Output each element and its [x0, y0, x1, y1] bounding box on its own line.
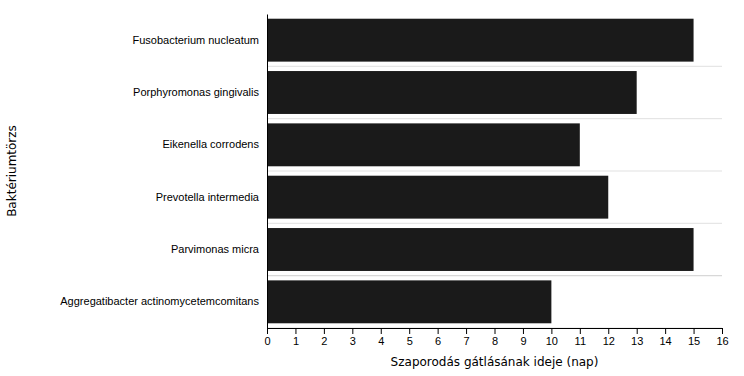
bar	[267, 228, 694, 271]
y-tick: Parvimonas micra	[171, 243, 260, 255]
x-tick: 0	[264, 328, 270, 347]
y-tick-label: Porphyromonas gingivalis	[133, 86, 259, 98]
x-tick: 12	[603, 328, 615, 347]
x-tick-mark	[694, 328, 695, 334]
y-tick: Fusobacterium nucleatum	[132, 34, 259, 46]
separator-line	[267, 275, 722, 276]
separator-line	[267, 171, 722, 172]
x-tick-label: 14	[660, 335, 672, 347]
x-tick-label: 3	[350, 335, 356, 347]
x-tick-mark	[409, 328, 410, 334]
x-tick-mark	[495, 328, 496, 334]
separators	[267, 66, 722, 328]
bar	[267, 71, 637, 114]
bar	[267, 123, 580, 166]
x-tick-mark	[608, 328, 609, 334]
x-tick-label: 5	[407, 335, 413, 347]
x-tick: 2	[321, 328, 327, 347]
x-axis-line	[268, 329, 723, 335]
bar	[267, 19, 694, 62]
x-tick-label: 2	[321, 335, 327, 347]
x-tick-mark	[523, 328, 524, 334]
y-tick-label: Eikenella corrodens	[162, 138, 259, 150]
y-axis: Aggregatibacter actinomycetemcomitans Par…	[60, 15, 267, 329]
bars	[267, 19, 694, 324]
x-tick: 4	[378, 328, 384, 347]
separator-line	[267, 275, 722, 276]
x-tick-mark	[722, 328, 723, 334]
y-tick: Aggregatibacter actinomycetemcomitans	[60, 295, 259, 307]
x-tick-mark	[267, 328, 268, 334]
y-axis-title: Baktériumtörzs	[5, 125, 19, 217]
x-tick-label: 7	[464, 335, 470, 347]
x-tick: 8	[492, 328, 498, 347]
x-tick: 13	[631, 328, 643, 347]
x-tick-mark	[466, 328, 467, 334]
y-axis-line	[267, 15, 268, 329]
x-tick: 15	[688, 328, 700, 347]
x-tick: 10	[546, 328, 558, 347]
x-tick-mark	[295, 328, 296, 334]
x-tick: 3	[350, 328, 356, 347]
x-tick-label: 11	[575, 335, 586, 347]
y-tick-label: Aggregatibacter actinomycetemcomitans	[60, 295, 259, 307]
x-tick: 9	[520, 328, 526, 347]
x-tick-label: 1	[293, 335, 299, 347]
chart-svg: 012345678910111213141516Aggregatibacter …	[0, 0, 744, 376]
x-tick-mark	[551, 328, 552, 334]
x-tick-label: 12	[603, 335, 615, 347]
separator-line	[267, 118, 722, 119]
separator-line	[267, 66, 722, 67]
x-tick: 14	[660, 328, 672, 347]
x-tick-mark	[352, 328, 353, 334]
x-tick: 7	[464, 328, 470, 347]
y-tick: Eikenella corrodens	[162, 138, 259, 150]
x-tick: 16	[716, 328, 728, 347]
x-tick-label: 6	[435, 335, 441, 347]
chart-container: 012345678910111213141516Aggregatibacter …	[0, 0, 744, 376]
separator-line	[267, 223, 722, 224]
x-tick: 6	[435, 328, 441, 347]
x-tick-mark	[324, 328, 325, 334]
x-tick-label: 8	[492, 335, 498, 347]
x-tick-label: 9	[520, 335, 526, 347]
x-tick-mark	[438, 328, 439, 334]
x-tick: 11	[575, 328, 586, 347]
x-tick-mark	[637, 328, 638, 334]
x-tick-mark	[665, 328, 666, 334]
x-tick-label: 16	[716, 335, 728, 347]
x-tick: 5	[407, 328, 413, 347]
x-tick-mark	[381, 328, 382, 334]
x-tick-label: 15	[688, 335, 700, 347]
x-axis-title: Szaporodás gátlásának ideje (nap)	[391, 355, 599, 369]
y-tick-label: Fusobacterium nucleatum	[132, 34, 259, 46]
x-tick: 1	[293, 328, 299, 347]
x-tick-label: 0	[264, 335, 270, 347]
x-tick-label: 10	[546, 335, 558, 347]
x-axis: 012345678910111213141516	[264, 328, 728, 347]
x-tick-label: 4	[378, 335, 384, 347]
y-tick-label: Prevotella intermedia	[156, 191, 260, 203]
x-tick-mark	[580, 328, 581, 334]
bar	[267, 176, 608, 219]
x-tick-label: 13	[631, 335, 643, 347]
y-tick: Porphyromonas gingivalis	[133, 86, 259, 98]
bar	[267, 280, 551, 323]
y-tick-label: Parvimonas micra	[171, 243, 260, 255]
plot-area: 012345678910111213141516Aggregatibacter …	[5, 15, 729, 370]
y-tick: Prevotella intermedia	[156, 191, 260, 203]
